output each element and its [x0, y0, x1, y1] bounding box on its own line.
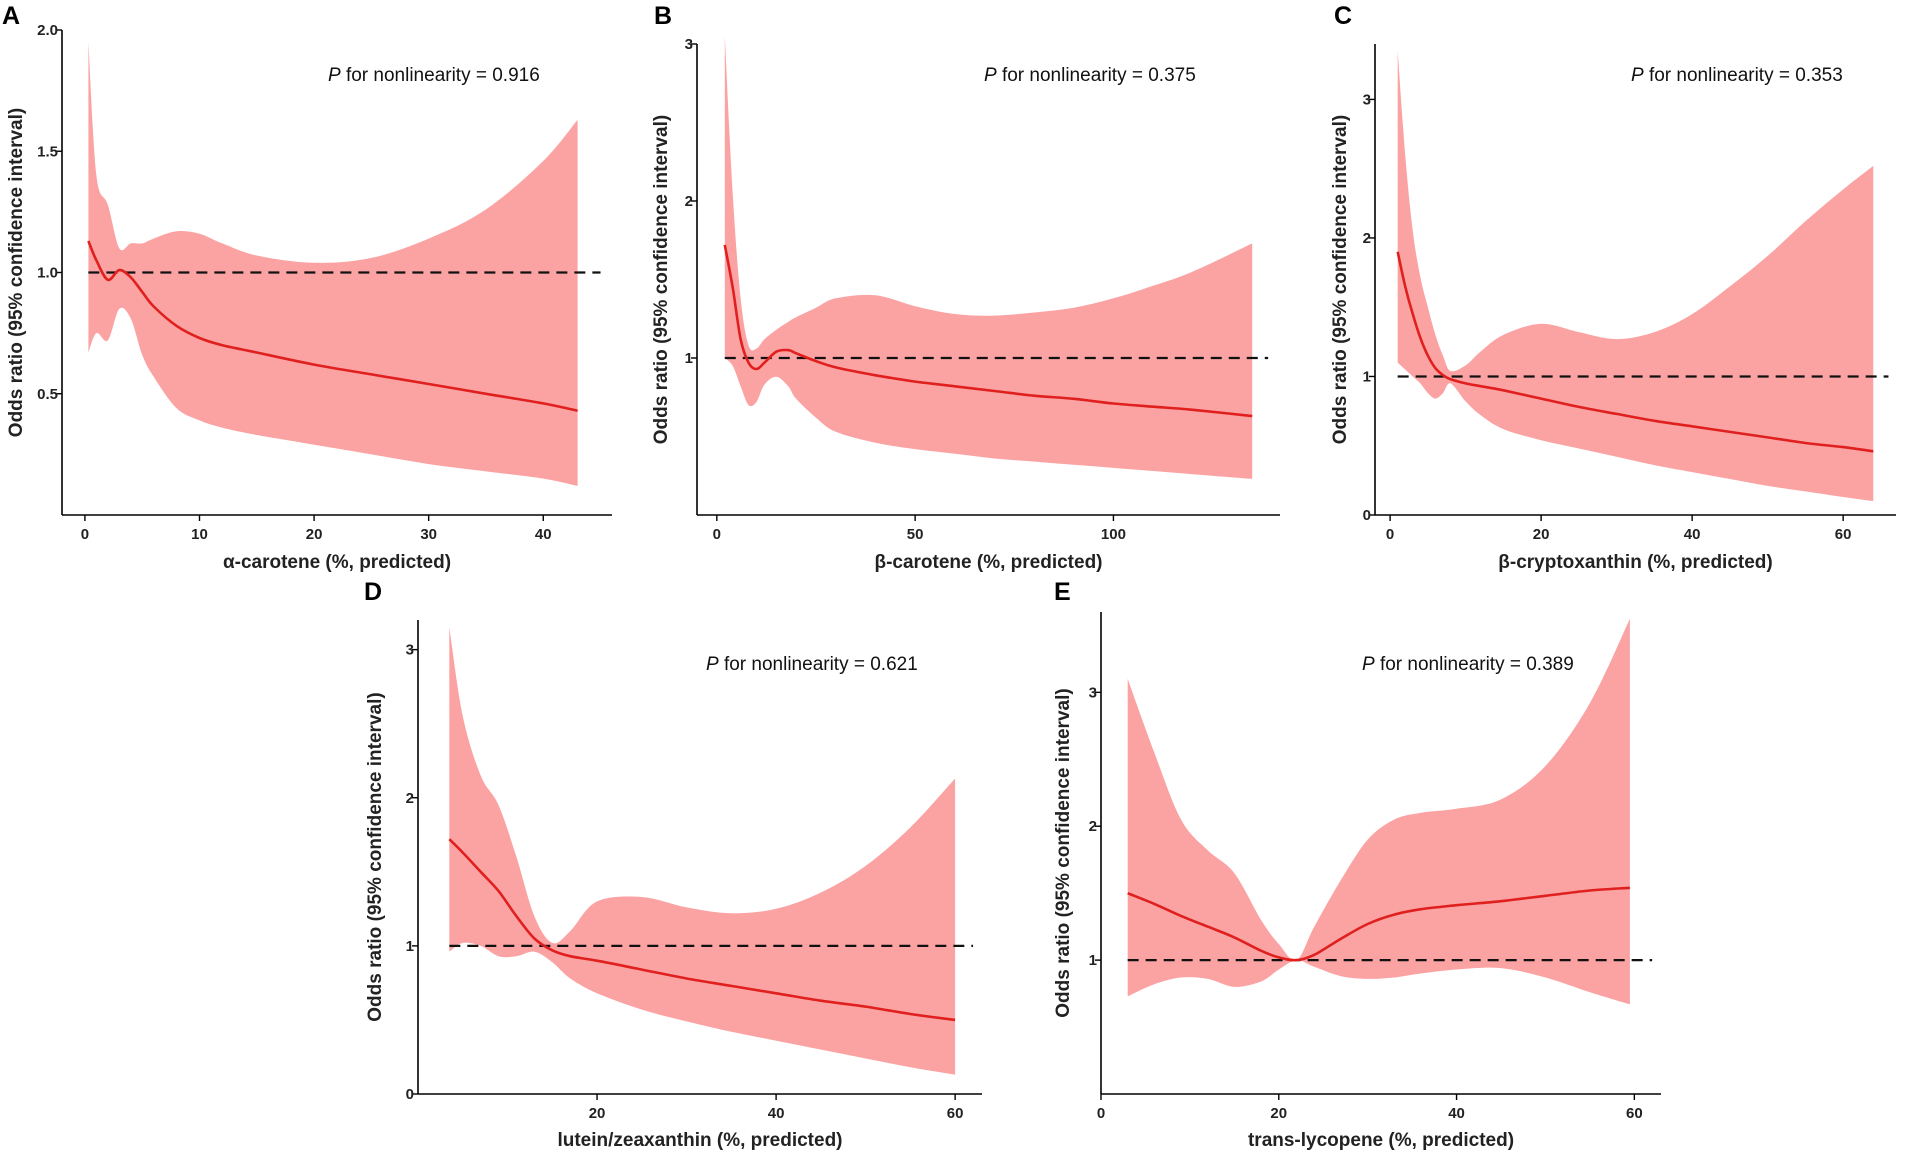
y-tick-label: 3	[1363, 91, 1371, 108]
x-tick-label: 60	[1626, 1105, 1643, 1122]
y-axis-title: Odds ratio (95% confidence interval)	[6, 108, 27, 437]
nonlinearity-text: for nonlinearity = 0.916	[341, 65, 540, 86]
y-tick-label: 1.5	[37, 143, 58, 160]
x-tick-label: 0	[713, 526, 721, 543]
y-tick-label: 1	[406, 938, 414, 955]
x-axis-title: β-carotene (%, predicted)	[874, 552, 1102, 573]
nonlinearity-annotation: P for nonlinearity = 0.621	[706, 654, 918, 675]
nonlinearity-annotation: P for nonlinearity = 0.389	[1362, 654, 1574, 675]
p-symbol: P	[1631, 65, 1644, 86]
y-tick-label: 2	[1089, 818, 1097, 835]
y-tick-label: 1	[1363, 368, 1371, 385]
panel-letter: C	[1334, 2, 1352, 30]
odds-ratio-curve	[1396, 251, 1874, 453]
x-tick-label: 40	[1684, 526, 1701, 543]
x-tick-label: 30	[420, 526, 437, 543]
nonlinearity-text: for nonlinearity = 0.621	[719, 654, 918, 675]
p-symbol: P	[1362, 654, 1375, 675]
odds-ratio-curve	[1127, 886, 1630, 962]
panel-e: 0 20 40 60 1 2 3 trans-lycopene (%, predicted) O…	[1053, 578, 1661, 1151]
y-tick-label: 0	[406, 1086, 414, 1103]
confidence-band	[449, 627, 956, 1075]
x-tick-label: 0	[1386, 526, 1394, 543]
p-symbol: P	[984, 65, 997, 86]
odds-ratio-curve	[87, 240, 578, 412]
x-tick-label: 60	[947, 1105, 964, 1122]
x-tick-label: 100	[1101, 526, 1126, 543]
nonlinearity-annotation: P for nonlinearity = 0.353	[1631, 65, 1843, 86]
y-axis-title: Odds ratio (95% confidence interval)	[1330, 115, 1351, 444]
nonlinearity-text: for nonlinearity = 0.353	[1644, 65, 1843, 86]
x-tick-label: 40	[768, 1105, 785, 1122]
y-tick-label: 3	[406, 642, 414, 659]
p-symbol: P	[328, 65, 341, 86]
x-tick-label: 60	[1835, 526, 1852, 543]
odds-ratio-curve	[448, 838, 956, 1022]
x-tick-label: 0	[1097, 1105, 1105, 1122]
x-tick-label: 40	[535, 526, 552, 543]
y-axis-title: Odds ratio (95% confidence interval)	[651, 115, 672, 444]
confidence-band	[1127, 618, 1630, 1005]
y-tick-label: 1	[685, 350, 693, 367]
x-tick-label: 20	[589, 1105, 606, 1122]
y-tick-label: 0	[1363, 507, 1371, 524]
y-tick-label: 3	[685, 36, 693, 53]
y-tick-label: 2	[406, 790, 414, 807]
y-tick-label: 0.5	[37, 386, 58, 403]
x-axis-title: α-carotene (%, predicted)	[223, 552, 451, 573]
y-axis-title: Odds ratio (95% confidence interval)	[365, 692, 386, 1021]
y-tick-label: 1	[1089, 952, 1097, 969]
x-tick-label: 10	[191, 526, 208, 543]
y-axis-title: Odds ratio (95% confidence interval)	[1053, 688, 1074, 1017]
y-tick-label: 2	[685, 193, 693, 210]
confidence-band	[724, 36, 1253, 479]
x-tick-label: 20	[306, 526, 323, 543]
nonlinearity-annotation: P for nonlinearity = 0.916	[328, 65, 540, 86]
p-symbol: P	[706, 654, 719, 675]
panel-letter: E	[1054, 578, 1071, 606]
confidence-band	[1397, 50, 1874, 502]
panel-a: 0 10 20 30 40 0.5 1.0 1.5 2.0 α-carotene (%, pred…	[2, 2, 612, 573]
panel-c: 0 20 40 60 0 1 2 3 β-cryptoxanthin (%, predicted…	[1330, 2, 1896, 573]
panel-d: 20 40 60 0 1 2 3 lutein/zeaxanthin (%, predicte…	[364, 578, 982, 1151]
odds-ratio-curve	[723, 244, 1253, 418]
nonlinearity-text: for nonlinearity = 0.375	[997, 65, 1196, 86]
panel-letter: B	[654, 2, 672, 30]
x-axis-title: β-cryptoxanthin (%, predicted)	[1498, 552, 1772, 573]
x-tick-label: 50	[907, 526, 924, 543]
x-axis-title: lutein/zeaxanthin (%, predicted)	[557, 1130, 842, 1151]
x-tick-label: 40	[1448, 1105, 1465, 1122]
panel-b: 0 50 100 1 2 3 β-carotene (%, predicted) Odds r…	[651, 2, 1280, 573]
nonlinearity-annotation: P for nonlinearity = 0.375	[984, 65, 1196, 86]
x-tick-label: 20	[1533, 526, 1550, 543]
y-tick-label: 2.0	[37, 22, 58, 39]
x-axis-title: trans-lycopene (%, predicted)	[1248, 1130, 1514, 1151]
panel-letter: A	[2, 2, 20, 30]
panel-letter: D	[364, 578, 382, 606]
y-tick-label: 2	[1363, 230, 1371, 247]
confidence-band	[88, 42, 578, 486]
x-tick-label: 20	[1270, 1105, 1287, 1122]
y-tick-label: 3	[1089, 684, 1097, 701]
x-tick-label: 0	[81, 526, 89, 543]
nonlinearity-text: for nonlinearity = 0.389	[1375, 654, 1574, 675]
y-tick-label: 1.0	[37, 265, 58, 282]
